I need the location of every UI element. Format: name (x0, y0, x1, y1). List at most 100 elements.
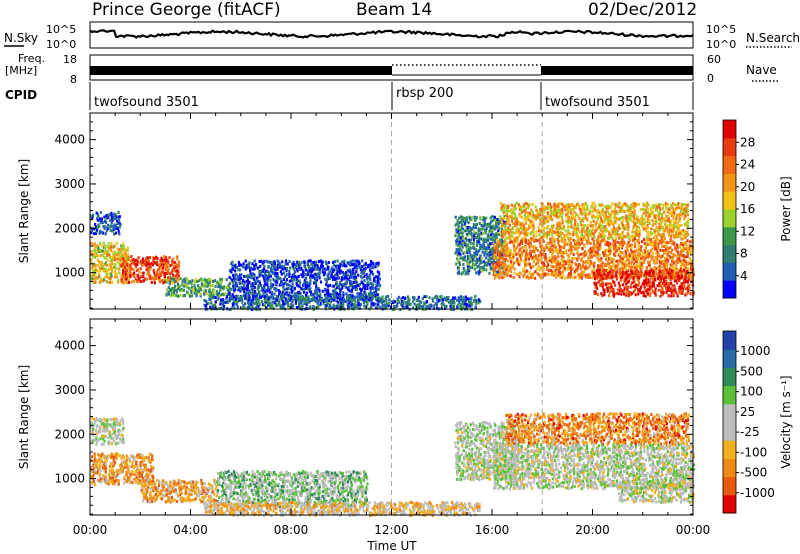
range-cell (246, 288, 249, 292)
range-cell (674, 203, 677, 207)
range-cell (347, 299, 350, 303)
range-cell (489, 249, 492, 253)
range-cell (467, 221, 470, 225)
range-cell (94, 263, 97, 267)
range-cell (280, 292, 283, 296)
range-cell (483, 237, 486, 241)
range-cell (228, 296, 231, 300)
range-cell (559, 276, 562, 279)
range-cell (536, 267, 539, 271)
range-cell (657, 230, 660, 234)
range-cell (482, 267, 486, 271)
range-cell (406, 302, 409, 306)
range-cell (377, 263, 380, 267)
range-cell (582, 216, 585, 220)
range-cell (682, 237, 685, 241)
range-cell (490, 266, 493, 270)
range-cell (500, 224, 503, 228)
range-cell (542, 270, 545, 273)
range-cell (544, 218, 547, 222)
range-cell (479, 259, 483, 263)
range-cell (640, 245, 643, 249)
range-cell (188, 294, 192, 298)
range-cell (665, 255, 669, 259)
range-cell (182, 294, 185, 298)
range-cell (359, 303, 363, 306)
range-cell (114, 231, 118, 235)
range-cell (610, 234, 613, 237)
range-cell (239, 287, 242, 291)
range-cell (458, 297, 461, 301)
range-cell (503, 217, 506, 220)
range-cell (226, 288, 229, 292)
range-cell (491, 215, 494, 218)
range-cell (118, 215, 121, 219)
range-cell (263, 286, 266, 290)
range-cell (118, 225, 121, 229)
range-cell (465, 238, 469, 242)
range-cell (339, 283, 342, 286)
range-cell (655, 235, 658, 239)
range-cell (134, 262, 137, 266)
range-cell (558, 270, 562, 274)
range-cell (271, 300, 274, 304)
range-cell (262, 292, 265, 296)
range-cell (581, 227, 584, 231)
range-cell (567, 274, 570, 277)
range-cell (491, 224, 494, 228)
range-cell (284, 262, 287, 266)
range-cell (661, 219, 664, 223)
range-cell (335, 299, 338, 303)
range-cell (349, 270, 352, 274)
range-cell (462, 239, 465, 243)
range-cell (555, 232, 558, 236)
range-cell (339, 294, 342, 298)
range-cell (251, 272, 254, 276)
range-cell (543, 208, 547, 211)
range-cell (465, 232, 469, 236)
range-cell (317, 266, 320, 270)
range-cell (328, 306, 331, 310)
range-cell (602, 233, 605, 236)
range-cell (581, 203, 584, 206)
range-cell (692, 271, 695, 275)
range-cell (349, 268, 352, 272)
range-cell (303, 261, 306, 265)
range-cell (283, 302, 286, 306)
range-cell (509, 270, 512, 274)
range-cell (592, 243, 596, 247)
range-cell (177, 274, 180, 278)
range-cell (132, 258, 135, 262)
range-cell (461, 231, 464, 235)
range-cell (298, 300, 301, 304)
range-cell (594, 209, 598, 213)
range-cell (466, 261, 469, 265)
range-cell (281, 297, 284, 301)
range-cell (480, 231, 483, 235)
range-cell (618, 233, 621, 237)
range-cell (686, 239, 689, 243)
range-cell (137, 256, 140, 260)
range-cell (612, 239, 615, 243)
range-cell (662, 259, 665, 263)
range-cell (570, 211, 573, 215)
range-cell (483, 220, 486, 223)
range-cell (604, 228, 607, 232)
range-cell (463, 229, 467, 233)
range-cell (505, 268, 508, 272)
range-cell (194, 288, 198, 292)
range-cell (166, 288, 169, 292)
range-cell (504, 268, 507, 272)
range-cell (132, 268, 135, 272)
range-cell (591, 216, 594, 220)
range-cell (662, 226, 665, 230)
range-cell (654, 234, 657, 238)
range-cell (458, 263, 461, 267)
range-cell (262, 274, 265, 278)
range-cell (503, 215, 506, 218)
range-cell (482, 264, 485, 268)
range-cell (346, 273, 349, 277)
range-cell (627, 241, 630, 244)
range-cell (584, 266, 587, 270)
range-cell (354, 295, 357, 299)
